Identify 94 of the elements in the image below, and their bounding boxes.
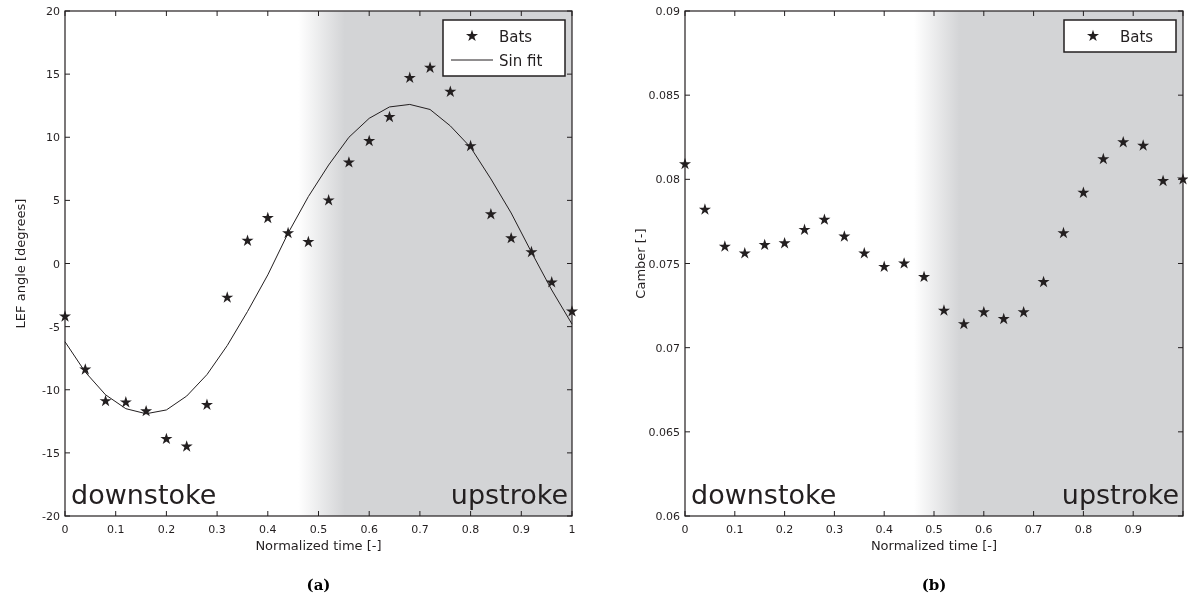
x-tick-label: 0.8 <box>1074 523 1093 536</box>
x-tick-label: 0.5 <box>925 523 943 536</box>
x-tick-label: 0.7 <box>1024 523 1043 536</box>
y-tick-label: 0.065 <box>648 425 680 439</box>
point <box>302 235 315 248</box>
point <box>738 247 751 259</box>
y-tick-label: 0.085 <box>648 89 680 103</box>
point <box>818 213 831 225</box>
x-tick-label: 0.4 <box>875 523 893 536</box>
text: (b) <box>921 576 947 594</box>
point <box>957 317 970 330</box>
legend-label: Bats <box>499 28 533 46</box>
point <box>1057 226 1070 239</box>
y-tick-label: -5 <box>49 320 60 334</box>
point <box>778 236 791 249</box>
point <box>758 238 771 251</box>
x-axis-title: Normalized time [-] <box>870 538 998 553</box>
y-tick-label: 0.08 <box>655 173 680 187</box>
x-tick-label: 0.7 <box>411 523 429 536</box>
point <box>160 432 173 445</box>
point <box>1077 186 1090 198</box>
point <box>424 61 437 73</box>
point <box>918 270 931 283</box>
point <box>997 312 1010 325</box>
x-tick-label: 0 <box>61 523 69 536</box>
point <box>798 223 811 235</box>
y-tick-label: -15 <box>42 446 60 460</box>
point <box>838 230 851 242</box>
x-tick-label: 0.6 <box>975 523 993 536</box>
y-tick-label: 0 <box>53 257 60 271</box>
point <box>99 394 112 407</box>
x-tick-label: 0.1 <box>106 523 125 536</box>
x-tick-label: 0.2 <box>775 523 794 536</box>
point <box>200 398 213 411</box>
point <box>858 247 871 259</box>
point <box>1157 174 1170 187</box>
point <box>342 156 355 168</box>
point <box>444 85 457 97</box>
y-tick-label: 0.09 <box>655 5 680 18</box>
point <box>261 211 274 224</box>
x-tick-label: 0 <box>681 523 689 536</box>
point <box>140 404 153 417</box>
point <box>322 194 335 206</box>
x-tick-label: 0.6 <box>360 523 378 536</box>
y-tick-label: -20 <box>42 510 60 523</box>
point <box>403 71 416 84</box>
y-tick-label: 5 <box>53 194 60 208</box>
y-axis-title: LEF angle [degrees] <box>13 198 28 329</box>
y-tick-label: 10 <box>46 131 60 145</box>
point <box>545 276 558 288</box>
x-axis-title: Normalized time [-] <box>255 538 382 553</box>
y-tick-label: 0.07 <box>655 341 680 355</box>
x-tick-label: 0.9 <box>512 523 531 536</box>
y-tick-label: 0.06 <box>655 510 680 523</box>
band-label: upstroke <box>1061 479 1179 510</box>
point <box>1137 139 1150 151</box>
y-tick-label: 15 <box>46 68 60 82</box>
point <box>119 396 132 408</box>
legend-label: Bats <box>1120 28 1154 46</box>
x-tick-label: 0.4 <box>259 523 277 536</box>
x-tick-label: 0.2 <box>157 523 176 536</box>
point <box>383 110 396 123</box>
x-tick-label: 0.3 <box>208 523 226 536</box>
annotation: downstoke <box>691 479 837 510</box>
point <box>898 257 911 269</box>
text: (a) <box>306 576 331 594</box>
point <box>1117 135 1130 148</box>
x-tick-label: 0.9 <box>1124 523 1142 536</box>
band-label: upstroke <box>450 479 568 510</box>
annotation: downstoke <box>71 479 217 510</box>
x-tick-label: 0.3 <box>825 523 844 536</box>
point <box>718 240 731 252</box>
x-tick-label: 0.5 <box>309 523 328 536</box>
point <box>878 260 891 272</box>
x-tick-label: 1 <box>568 523 576 536</box>
legend-label: Sin fit <box>499 52 543 70</box>
point <box>180 440 193 452</box>
point <box>1037 275 1050 288</box>
y-axis-title: Camber [-] <box>633 228 648 299</box>
point <box>937 304 950 316</box>
point <box>1097 152 1110 165</box>
point <box>363 134 376 147</box>
point <box>484 207 497 220</box>
point <box>241 234 254 246</box>
point <box>977 305 990 318</box>
point <box>505 231 518 244</box>
x-tick-label: 0.8 <box>461 523 480 536</box>
y-tick-label: 20 <box>46 5 60 18</box>
x-tick-label: 0.1 <box>726 523 744 536</box>
point <box>698 203 711 215</box>
point <box>1017 305 1030 318</box>
y-tick-label: -10 <box>42 383 60 397</box>
y-tick-label: 0.075 <box>648 257 680 271</box>
point <box>221 291 234 303</box>
